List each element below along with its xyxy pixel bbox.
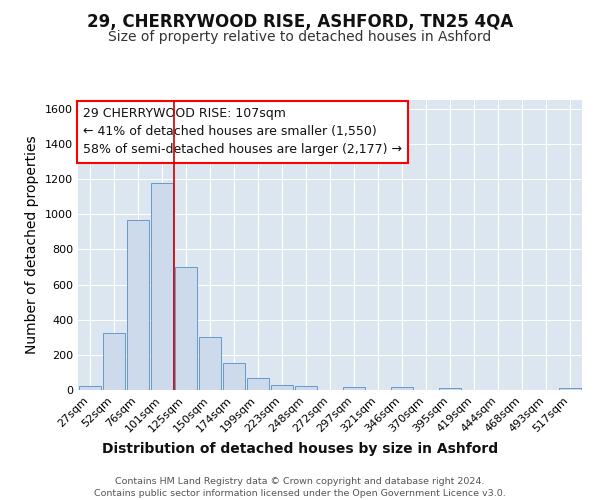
Text: 29 CHERRYWOOD RISE: 107sqm
← 41% of detached houses are smaller (1,550)
58% of s: 29 CHERRYWOOD RISE: 107sqm ← 41% of deta…	[83, 108, 402, 156]
Bar	[103, 333, 125, 390]
Text: Contains public sector information licensed under the Open Government Licence v3: Contains public sector information licen…	[94, 489, 506, 498]
Bar	[79, 386, 101, 390]
Bar	[127, 220, 149, 390]
Bar	[223, 363, 245, 390]
Bar	[199, 338, 221, 390]
Bar	[247, 378, 269, 390]
Text: Contains HM Land Registry data © Crown copyright and database right 2024.: Contains HM Land Registry data © Crown c…	[115, 478, 485, 486]
Text: 29, CHERRYWOOD RISE, ASHFORD, TN25 4QA: 29, CHERRYWOOD RISE, ASHFORD, TN25 4QA	[87, 12, 513, 30]
Bar	[439, 388, 461, 390]
Bar	[175, 267, 197, 390]
Bar	[295, 386, 317, 390]
Bar	[559, 388, 581, 390]
Text: Distribution of detached houses by size in Ashford: Distribution of detached houses by size …	[102, 442, 498, 456]
Bar	[391, 388, 413, 390]
Y-axis label: Number of detached properties: Number of detached properties	[25, 136, 40, 354]
Text: Size of property relative to detached houses in Ashford: Size of property relative to detached ho…	[109, 30, 491, 44]
Bar	[151, 182, 173, 390]
Bar	[343, 388, 365, 390]
Bar	[271, 384, 293, 390]
